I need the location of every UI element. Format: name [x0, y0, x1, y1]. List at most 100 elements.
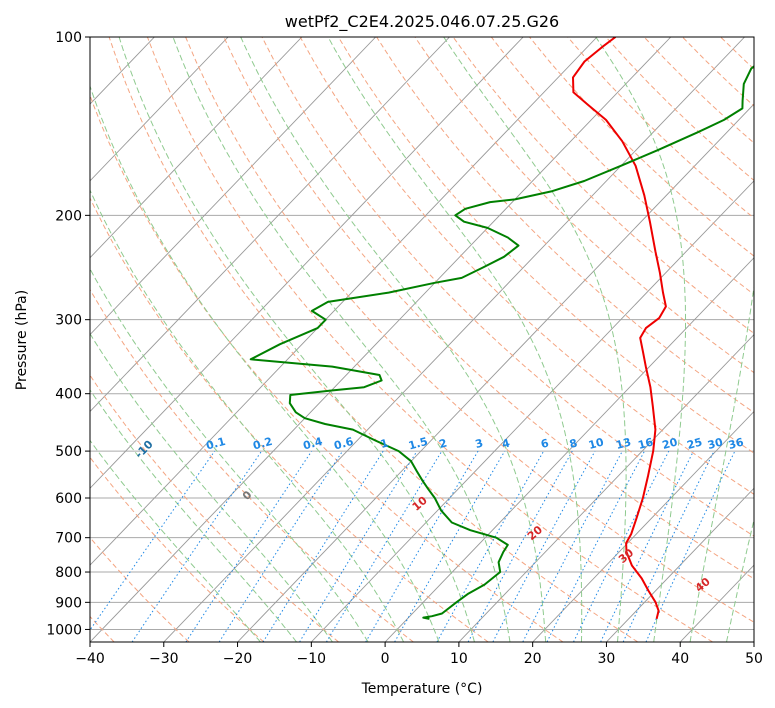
dry-adiabat-line [376, 37, 754, 414]
x-tick-label: −40 [75, 651, 105, 667]
moist-adiabat-line [90, 332, 333, 642]
dry-adiabat-line [223, 37, 754, 580]
moist-adiabat-line [90, 84, 440, 642]
dry-adiabat-line [299, 37, 754, 495]
plot-frame [89, 36, 755, 643]
dry-adiabat-line [490, 37, 754, 296]
isotherm-line [163, 37, 745, 642]
x-tick-label: 10 [450, 651, 468, 667]
mixing-ratio-line [492, 450, 596, 642]
y-tick-label: 900 [55, 595, 82, 611]
line-labels: 0.1 0.2 0.4 0.6 1 1.5 2 3 4 6 8 10 13 16 20 25 30 36-100 1… [132, 435, 745, 595]
y-tick-label: 400 [55, 387, 82, 403]
mixing-ratio-label: 6 [539, 436, 550, 451]
mixing-ratio-line [573, 450, 670, 642]
mixing-ratio-line [546, 450, 645, 642]
mixing-ratio-line [262, 450, 384, 642]
mixing-ratio-label: 30 [706, 435, 724, 452]
dry-adiabat-line [185, 37, 754, 623]
axes: −40 −30 −20 −10 0 10 20 30 40 50 1000 900 800 700 600 5… [46, 30, 763, 667]
mixing-ratio-line [131, 450, 263, 642]
mixing-ratio-label: 36 [727, 435, 745, 452]
temperature-profile-line [572, 37, 667, 620]
mixing-ratio-label: 25 [686, 435, 704, 452]
mixing-ratio-label: 3 [474, 436, 485, 451]
dry-adiabat-line [337, 37, 754, 454]
mixing-ratio-label: 0.6 [333, 435, 356, 453]
y-tick-label: 200 [55, 208, 82, 224]
isotherm-line [384, 257, 754, 642]
x-tick-label: 50 [745, 651, 763, 667]
mixing-ratio-line [299, 450, 418, 642]
dry-adiabat-line [90, 93, 564, 642]
dry-adiabat-line [452, 37, 754, 334]
mixing-ratio-label: 20 [661, 435, 679, 452]
isotherm-line [458, 333, 754, 642]
mixing-ratio-line [218, 450, 344, 642]
moist-adiabat-line [90, 267, 369, 642]
dry-adiabat-line [146, 37, 713, 642]
mixing-ratio-label: 1 [379, 436, 390, 451]
moist-adiabat-line [240, 37, 547, 642]
moist-adiabat-line [90, 188, 405, 642]
x-tick-label: −30 [149, 651, 179, 667]
isotherm-line [90, 37, 598, 566]
y-tick-label: 100 [55, 30, 82, 46]
moist-adiabat-line [689, 283, 754, 642]
mixing-ratio-line [467, 450, 573, 642]
y-tick-label: 600 [55, 491, 82, 507]
isotherm-line [237, 103, 754, 642]
mixing-ratio-label: 8 [568, 436, 579, 451]
mixing-ratio-line [185, 450, 313, 642]
mixing-ratio-label: 10 [587, 435, 605, 452]
mixing-ratio-label: 16 [637, 435, 655, 452]
x-axis-label: Temperature (°C) [361, 681, 483, 697]
moist-adiabat-line [90, 439, 261, 642]
x-tick-label: −10 [297, 651, 327, 667]
dry-adiabat-line [90, 196, 489, 642]
mixing-ratio-label: 1.5 [407, 435, 429, 453]
y-tick-label: 800 [55, 565, 82, 581]
dry-adiabat-line [90, 536, 190, 642]
moist-adiabat-line [118, 37, 475, 642]
chart-title: wetPf2_C2E4.2025.046.07.25.G26 [285, 12, 559, 32]
mixing-ratio-label: 0.1 [205, 435, 227, 453]
dry-adiabat-line [261, 37, 754, 537]
background-lines [90, 37, 754, 642]
isotherm-line [606, 487, 754, 642]
dry-adiabat-line [90, 288, 414, 642]
mixing-ratio-label: 2 [438, 436, 449, 451]
mixing-ratio-line [325, 450, 443, 642]
y-tick-label: 1000 [46, 622, 82, 638]
moist-adiabat-line [172, 37, 511, 642]
y-tick-label: 700 [55, 531, 82, 547]
isotherm-line [90, 37, 377, 336]
mixing-ratio-label: 4 [501, 436, 512, 451]
dry-adiabat-line [108, 37, 639, 642]
x-tick-label: −20 [223, 651, 253, 667]
x-tick-label: 0 [381, 651, 390, 667]
mixing-ratio-label: 0.4 [302, 435, 325, 453]
moist-adiabat-line [595, 37, 686, 642]
isotherm-line [90, 37, 524, 489]
mixing-ratio-line [90, 450, 216, 631]
x-tick-label: 30 [598, 651, 616, 667]
mixing-ratio-line [436, 450, 545, 642]
x-tick-label: 20 [524, 651, 542, 667]
isotherm-line [90, 37, 229, 182]
profile-lines [249, 37, 754, 620]
y-axis-label: Pressure (hPa) [14, 290, 30, 390]
isotherm-line [532, 410, 754, 642]
y-tick-label: 300 [55, 313, 82, 329]
moist-adiabat-line [327, 37, 583, 642]
mixing-ratio-label: 0.2 [252, 435, 274, 453]
isotherm-line [90, 37, 450, 413]
moist-adiabat-line [90, 388, 297, 642]
moist-adiabat-line [443, 37, 627, 642]
isotherm-line [90, 37, 672, 642]
x-tick-label: 40 [671, 651, 689, 667]
dry-adiabat-line [90, 456, 265, 642]
y-tick-label: 500 [55, 444, 82, 460]
